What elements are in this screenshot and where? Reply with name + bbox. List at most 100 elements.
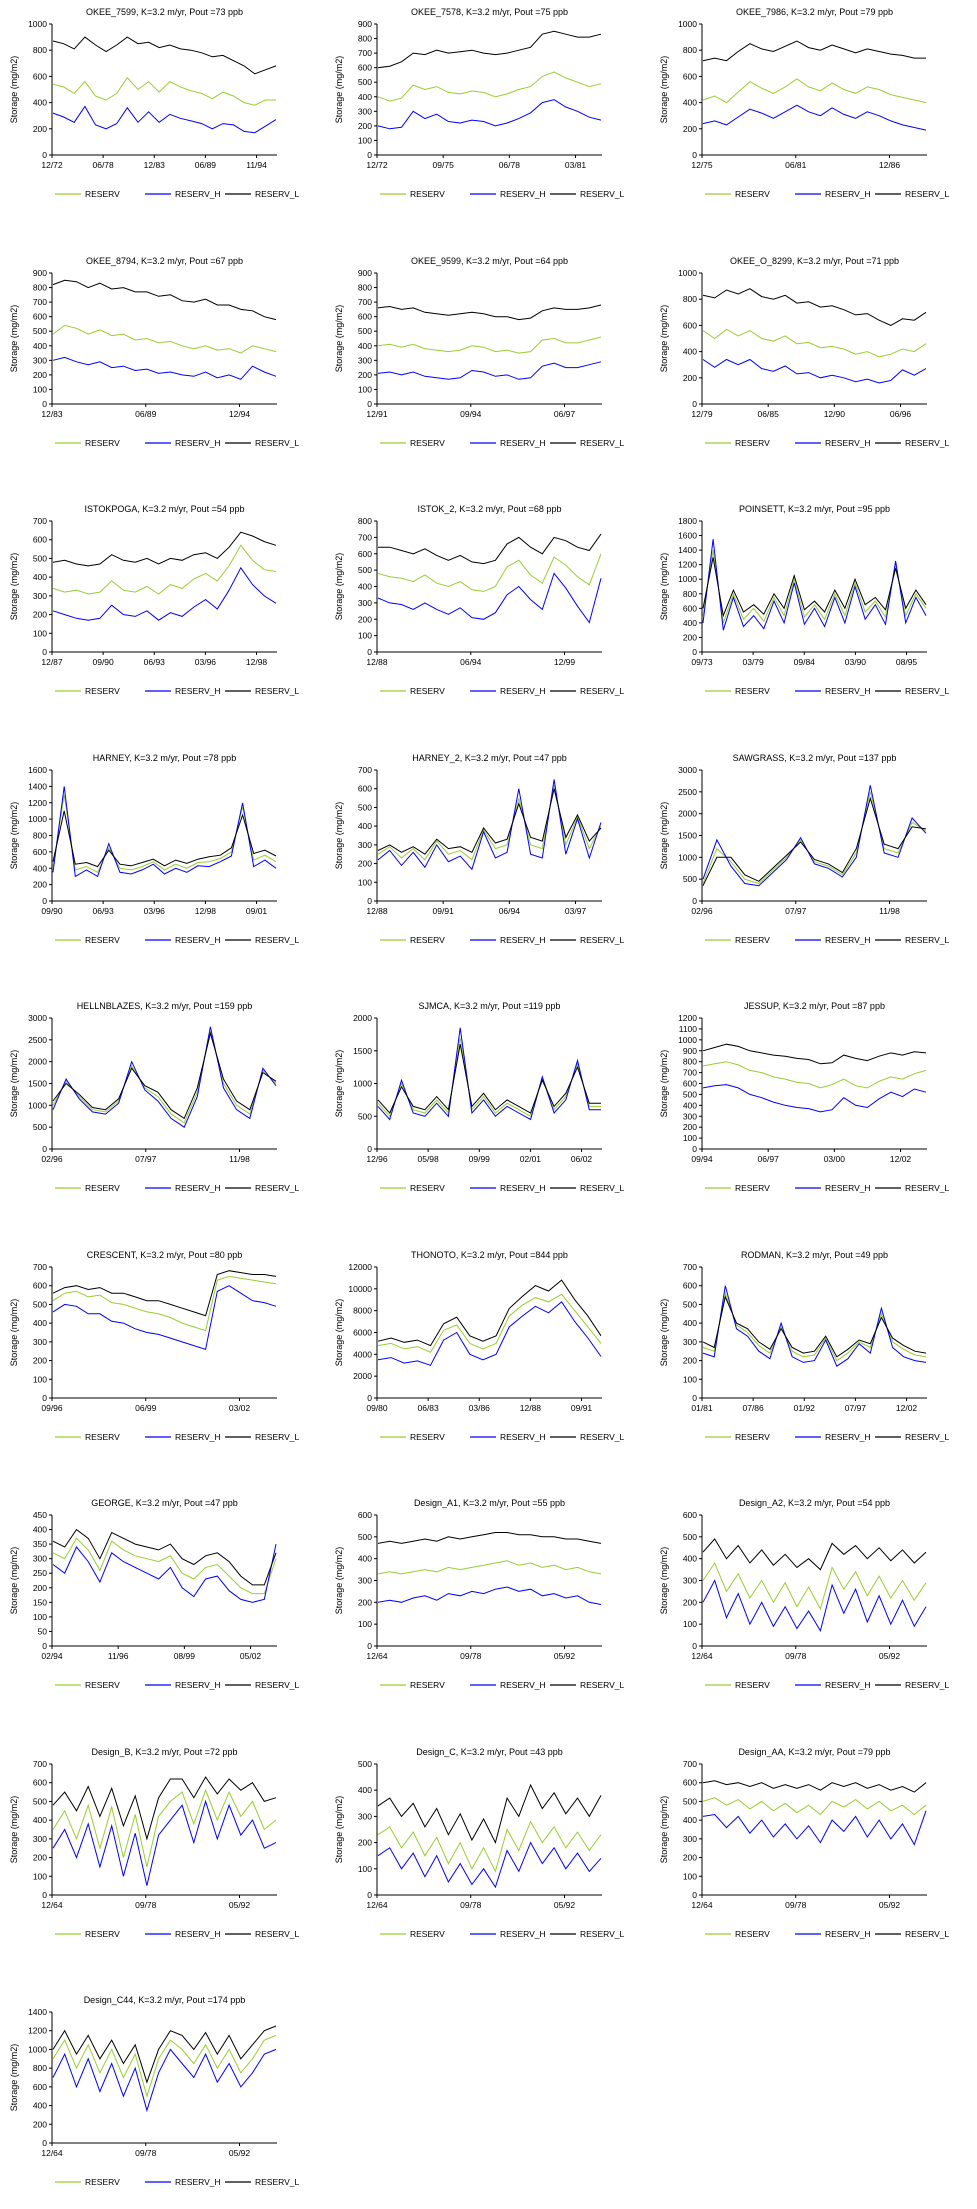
y-tick-label: 400 xyxy=(33,98,47,108)
legend-label: RESERV_H xyxy=(500,686,546,696)
chart-title: SAWGRASS, K=3.2 m/yr, Pout =137 ppb xyxy=(733,753,897,763)
series-line xyxy=(702,1538,927,1571)
x-tick-label: 08/99 xyxy=(174,1651,196,1661)
y-tick-label: 0 xyxy=(692,896,697,906)
x-tick-label: 03/86 xyxy=(469,1403,491,1413)
y-tick-label: 500 xyxy=(358,77,372,87)
y-axis-label: Storage (mg/m2) xyxy=(9,2044,19,2112)
y-tick-label: 700 xyxy=(358,297,372,307)
x-tick-label: 03/96 xyxy=(144,906,166,916)
y-tick-label: 600 xyxy=(683,1510,697,1520)
chart-svg: OKEE_8794, K=3.2 m/yr, Pout =67 ppb Stora… xyxy=(9,256,300,448)
y-tick-label: 0 xyxy=(367,399,372,409)
series-line xyxy=(52,36,277,75)
y-tick-label: 500 xyxy=(33,553,47,563)
x-tick-label: 09/73 xyxy=(691,657,713,667)
legend-label: RESERV_L xyxy=(905,1432,950,1442)
y-tick-label: 500 xyxy=(358,326,372,336)
y-axis-label: Storage (mg/m2) xyxy=(659,553,669,621)
x-tick-label: 01/92 xyxy=(794,1403,816,1413)
y-tick-label: 6000 xyxy=(353,1328,372,1338)
y-tick-label: 2000 xyxy=(28,1057,47,1067)
legend-label: RESERV xyxy=(410,1929,445,1939)
chart-title: OKEE_7986, K=3.2 m/yr, Pout =79 ppb xyxy=(736,7,893,17)
y-tick-label: 250 xyxy=(33,1568,47,1578)
legend-label: RESERV_H xyxy=(175,2177,221,2187)
series-line xyxy=(377,99,602,130)
chart-svg: OKEE_7986, K=3.2 m/yr, Pout =79 ppb Stora… xyxy=(659,7,950,199)
series-line xyxy=(52,1799,277,1886)
series-line xyxy=(377,304,602,321)
y-tick-label: 1400 xyxy=(28,781,47,791)
y-tick-label: 0 xyxy=(367,1144,372,1154)
y-tick-label: 0 xyxy=(692,399,697,409)
x-tick-label: 12/72 xyxy=(41,160,63,170)
y-tick-label: 0 xyxy=(692,1641,697,1651)
y-axis-label: Storage (mg/m2) xyxy=(334,305,344,373)
y-axis-label: Storage (mg/m2) xyxy=(9,1796,19,1864)
y-tick-label: 600 xyxy=(358,63,372,73)
y-tick-label: 300 xyxy=(358,840,372,850)
series-line xyxy=(377,1027,601,1121)
x-tick-label: 11/98 xyxy=(879,906,900,916)
y-tick-label: 200 xyxy=(683,124,697,134)
legend-label: RESERV_H xyxy=(500,438,546,448)
y-tick-label: 300 xyxy=(358,1576,372,1586)
y-tick-label: 600 xyxy=(358,784,372,794)
y-tick-label: 0 xyxy=(42,399,47,409)
series-line xyxy=(52,356,277,380)
y-tick-label: 8000 xyxy=(353,1306,372,1316)
x-tick-label: 12/86 xyxy=(879,160,901,170)
y-tick-label: 600 xyxy=(33,2082,47,2092)
y-tick-label: 1100 xyxy=(679,1024,698,1034)
x-tick-label: 05/92 xyxy=(229,2148,251,2158)
legend-label: RESERV xyxy=(735,686,770,696)
y-tick-label: 600 xyxy=(33,535,47,545)
y-axis-label: Storage (mg/m2) xyxy=(659,1547,669,1615)
chart-title: RODMAN, K=3.2 m/yr, Pout =49 ppb xyxy=(741,1250,888,1260)
legend-label: RESERV_L xyxy=(905,935,950,945)
y-tick-label: 600 xyxy=(33,1281,47,1291)
y-tick-label: 800 xyxy=(33,831,47,841)
y-tick-label: 0 xyxy=(367,1890,372,1900)
y-tick-label: 0 xyxy=(42,2138,47,2148)
y-tick-label: 600 xyxy=(683,603,697,613)
legend-label: RESERV_L xyxy=(905,686,950,696)
y-axis-label: Storage (mg/m2) xyxy=(334,1547,344,1615)
legend-label: RESERV_L xyxy=(255,686,300,696)
legend-label: RESERV_L xyxy=(255,935,300,945)
chart-panel: OKEE_7986, K=3.2 m/yr, Pout =79 ppb Stora… xyxy=(650,0,950,221)
x-tick-label: 07/86 xyxy=(742,1403,764,1413)
y-tick-label: 300 xyxy=(683,1111,697,1121)
x-tick-label: 12/64 xyxy=(691,1900,713,1910)
chart-svg: Design_C44, K=3.2 m/yr, Pout =174 ppb Sto… xyxy=(9,1995,300,2187)
chart-panel: JESSUP, K=3.2 m/yr, Pout =87 ppb Storage … xyxy=(650,994,950,1215)
series-line xyxy=(52,810,277,868)
y-axis-label: Storage (mg/m2) xyxy=(334,802,344,870)
chart-panel: Design_B, K=3.2 m/yr, Pout =72 ppb Storag… xyxy=(0,1740,300,1961)
series-line xyxy=(52,76,276,106)
chart-panel: Design_A1, K=3.2 m/yr, Pout =55 ppb Stora… xyxy=(325,1491,625,1712)
x-tick-label: 08/95 xyxy=(896,657,918,667)
y-tick-label: 400 xyxy=(358,582,372,592)
x-tick-label: 12/72 xyxy=(366,160,388,170)
y-tick-label: 400 xyxy=(33,572,47,582)
legend-label: RESERV_H xyxy=(500,189,546,199)
series-line xyxy=(377,1037,601,1118)
chart-svg: SAWGRASS, K=3.2 m/yr, Pout =137 ppb Stora… xyxy=(659,753,950,945)
y-tick-label: 500 xyxy=(33,1122,47,1132)
series-line xyxy=(702,358,927,384)
chart-svg: ISTOK_2, K=3.2 m/yr, Pout =68 ppb Storage… xyxy=(334,504,625,696)
x-tick-label: 05/02 xyxy=(240,1651,262,1661)
y-tick-label: 100 xyxy=(33,1871,47,1881)
y-axis-label: Storage (mg/m2) xyxy=(334,1796,344,1864)
series-line xyxy=(52,324,277,354)
legend-label: RESERV_L xyxy=(255,438,300,448)
y-tick-label: 0 xyxy=(692,150,697,160)
series-line xyxy=(377,572,602,624)
legend-label: RESERV xyxy=(85,189,120,199)
y-tick-label: 700 xyxy=(683,1068,697,1078)
series-line xyxy=(377,1560,602,1575)
series-line xyxy=(702,1061,927,1089)
y-axis-label: Storage (mg/m2) xyxy=(334,553,344,621)
